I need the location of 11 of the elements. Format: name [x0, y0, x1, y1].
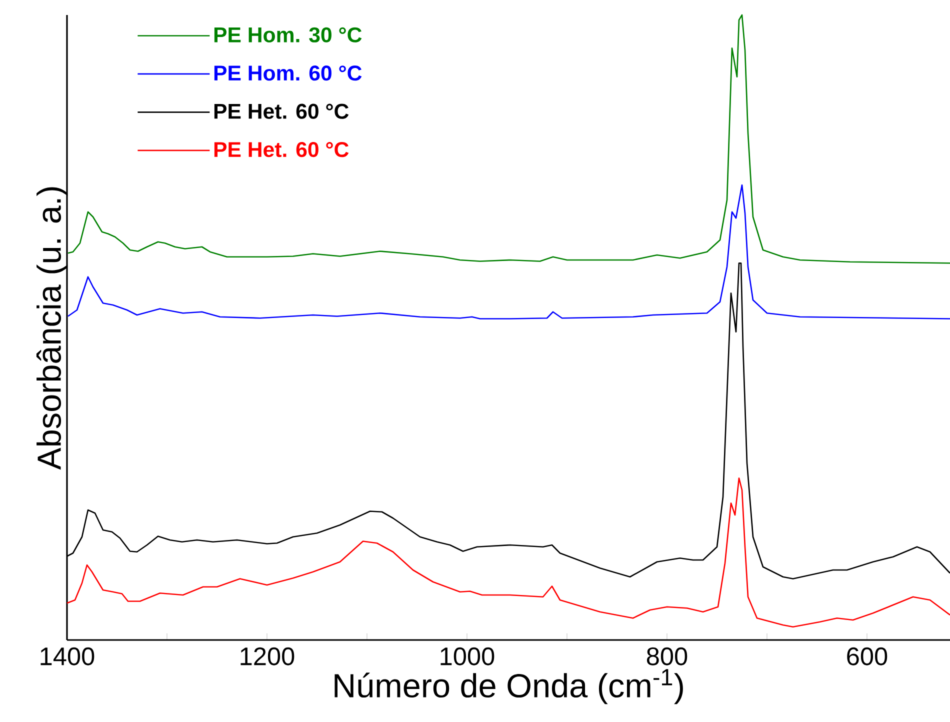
legend-label: PE Hom. 60 °C: [214, 66, 362, 81]
x-tick-label: 800: [646, 647, 688, 666]
x-tick-label: 1000: [440, 647, 494, 666]
x-axis-title: Número de Onda (cm$^{-1}$): [334, 669, 683, 704]
x-tick-label: 1200: [240, 647, 294, 666]
legend-label: PE Hom. 30 °C: [214, 27, 362, 42]
y-axis-title: Absorbância (u. a.): [36, 187, 68, 470]
legend-label: PE Het. 60 °C: [214, 142, 349, 158]
legend-label: PE Het. 60 °C: [214, 104, 349, 119]
x-tick-label: 1400: [40, 647, 94, 666]
x-tick-label: 600: [847, 647, 888, 666]
